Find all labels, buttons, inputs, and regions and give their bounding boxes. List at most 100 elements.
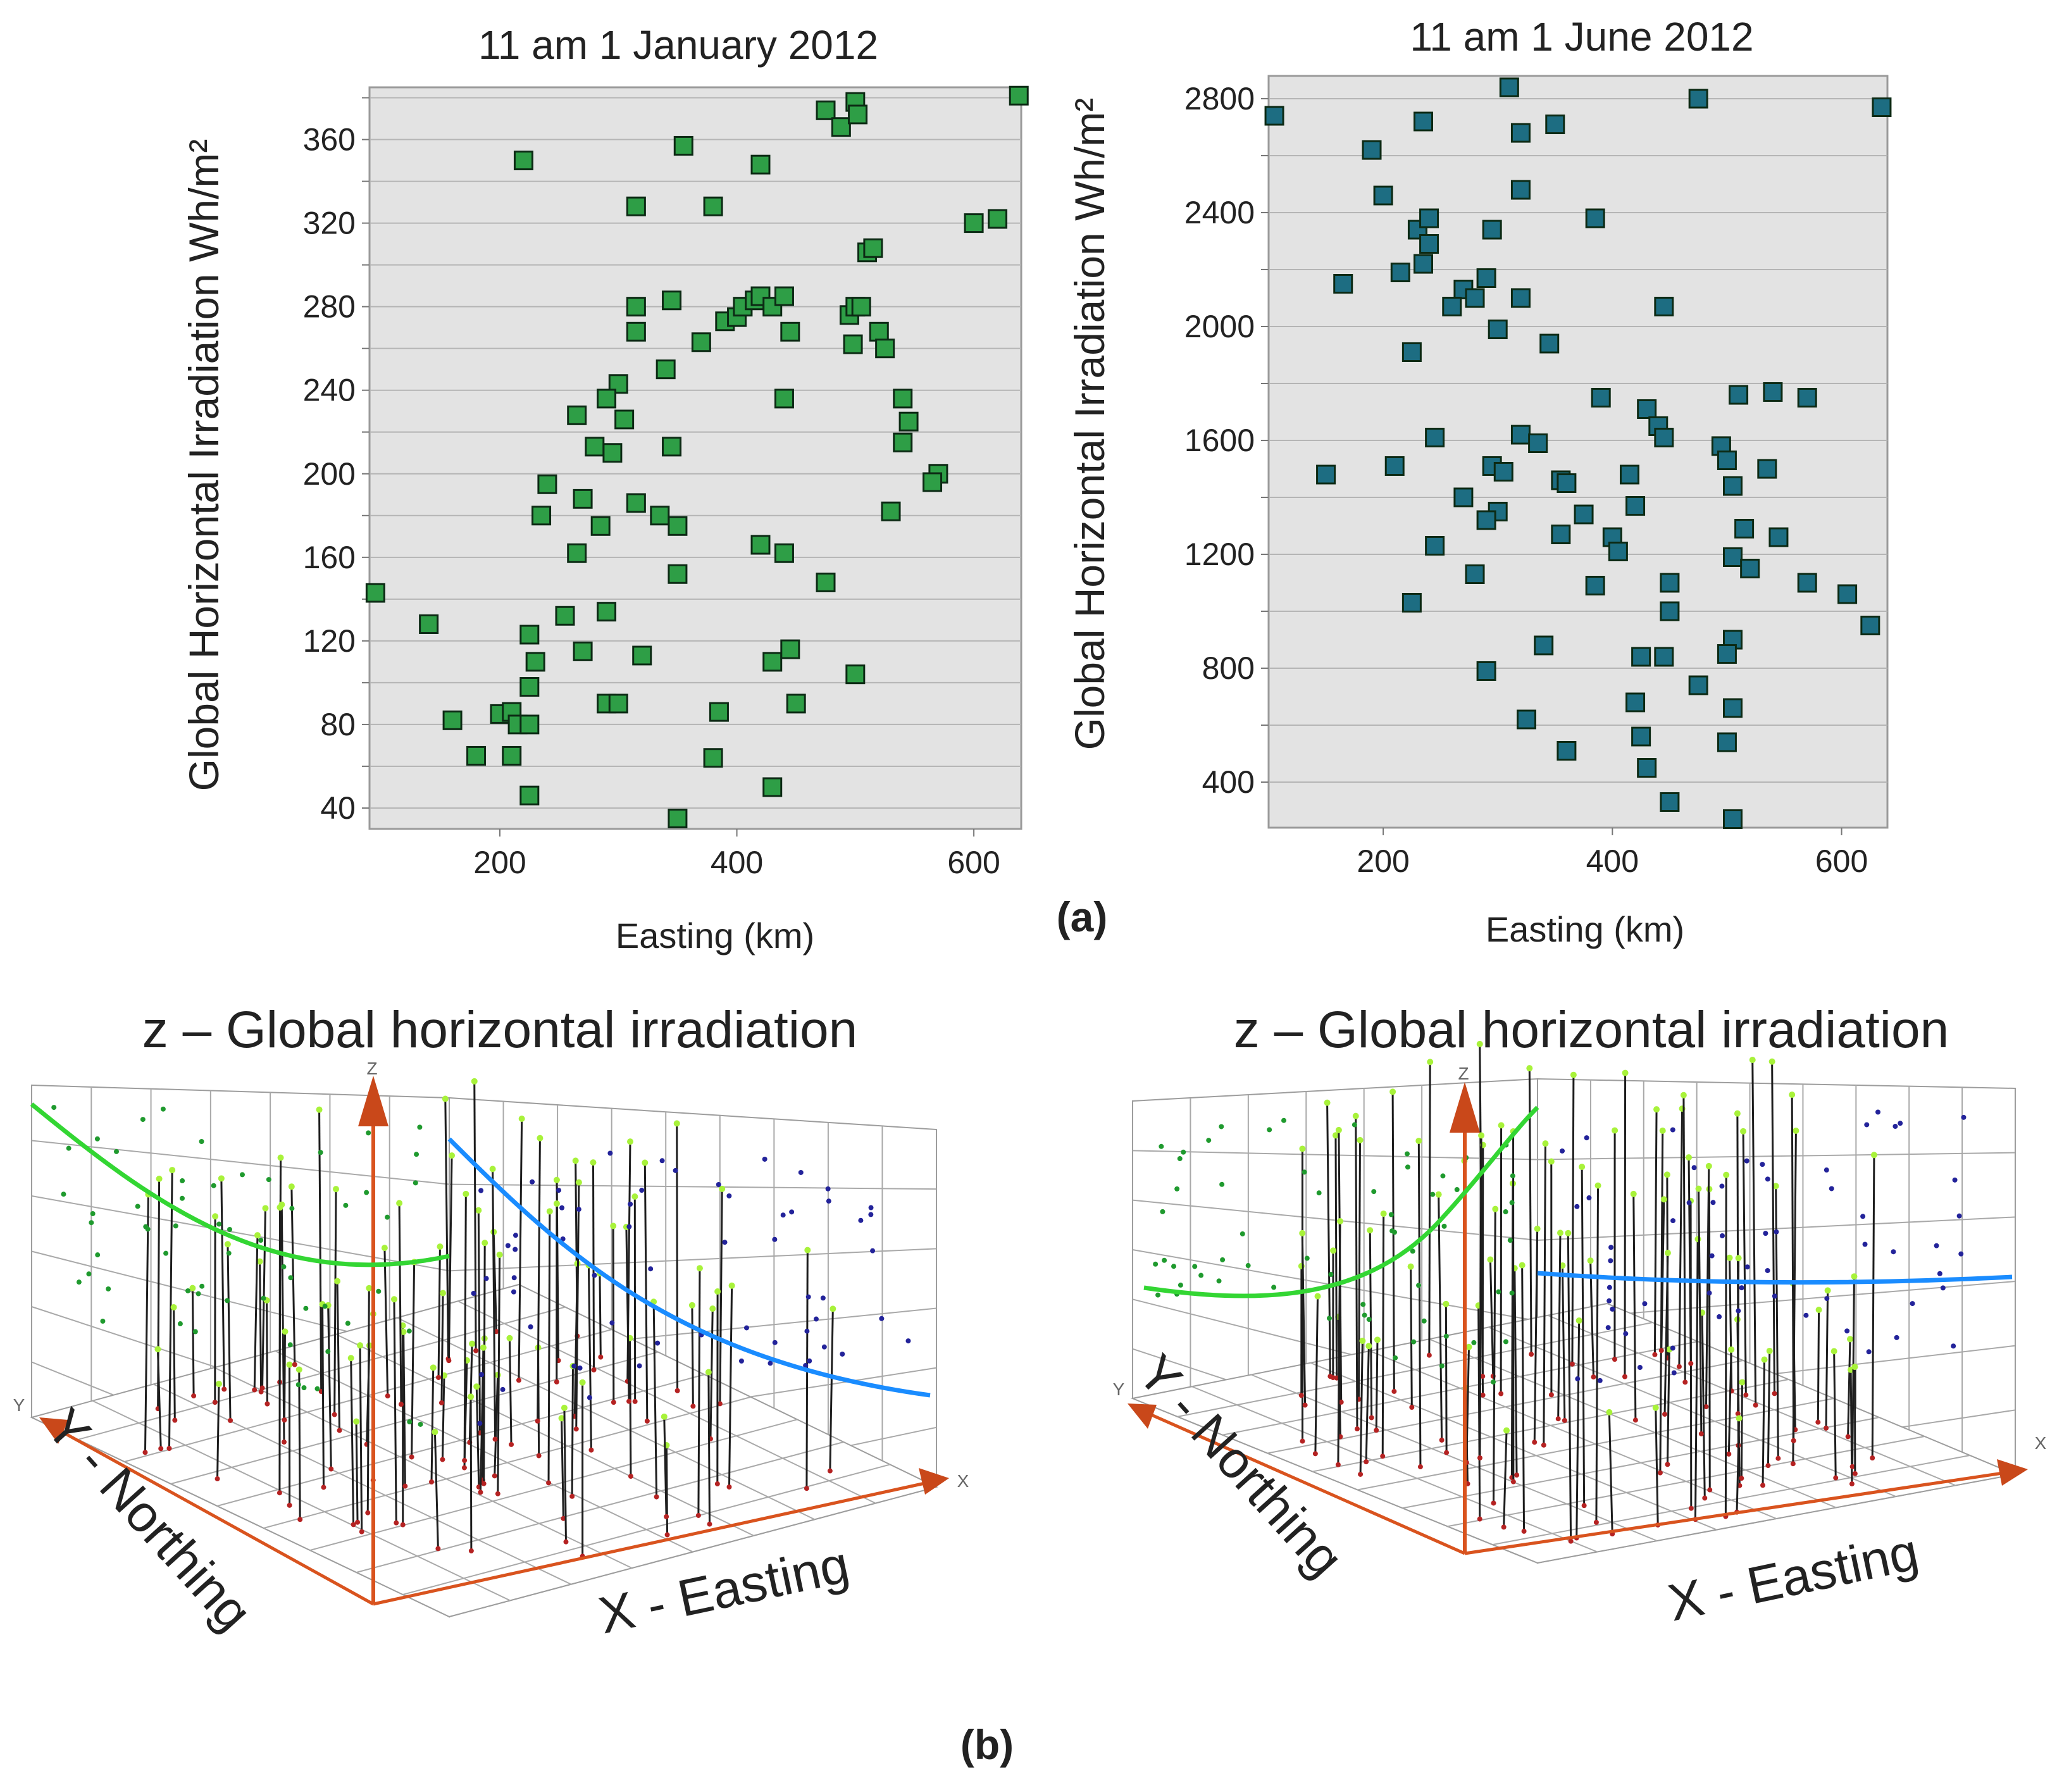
scatter-chart-june: 11 am 1 June 2012 Global Horizontal Irra… [1066,14,1892,949]
stem-january [433,1432,439,1549]
x-tick-label-june: 400 [1586,843,1639,879]
stem-base-january [264,1401,270,1407]
data-point-june [1425,536,1445,556]
stem-january [216,1384,220,1479]
stem-tip-june [1465,1343,1472,1350]
stem-tip-june [1359,1337,1366,1344]
stem-base-june [1569,1361,1575,1367]
stem-base-january [446,1358,452,1364]
data-point-june [1510,123,1531,143]
stem-january [663,1416,668,1517]
data-point-january [750,154,771,175]
projection-dot-green-june [1510,1173,1515,1179]
stem-tip-june [1630,1190,1637,1197]
stem-june [1521,1265,1526,1531]
stem-tip-june [1653,1106,1660,1113]
stem-base-january [827,1468,833,1474]
projection-dot-green-january [325,1348,331,1354]
y-tick-label-january: 360 [303,122,356,158]
stem-base-january [632,1398,638,1404]
stem-january [477,1210,481,1433]
projection-dot-blue-june [1763,1231,1768,1236]
stem-tip-january [316,1106,323,1113]
stem-base-january [259,1385,265,1391]
wall-gridline-january [31,1140,450,1185]
projection-dot-green-january [407,1419,413,1425]
projection-dot-green-june [1326,1316,1332,1321]
wall-gridline-january [335,1333,754,1536]
projection-dot-blue-january [639,1188,645,1193]
stem-june [1567,1233,1572,1541]
stem-january [676,1123,679,1391]
stem-tip-june [1352,1112,1359,1119]
panel-label-b: (b) [960,1721,1014,1768]
projection-dot-blue-january [571,1363,577,1369]
data-point-january [662,437,682,457]
data-point-june [1465,288,1485,308]
stem-january [829,1309,834,1471]
stem-base-june [1824,1425,1829,1431]
stem-base-january [717,1401,723,1407]
stem-tip-june [1695,1185,1702,1192]
projection-dot-blue-june [1719,1183,1725,1189]
stem-tip-january [469,1340,476,1347]
stem-june [1698,1188,1703,1434]
projection-dot-green-june [1267,1127,1272,1133]
stem-tip-june [1766,1347,1773,1354]
projection-dot-green-june [1439,1363,1445,1369]
projection-dot-green-june [1362,1312,1367,1318]
projection-dot-blue-june [1956,1213,1962,1219]
projection-dot-blue-january [905,1338,911,1344]
stem-january [411,1262,416,1457]
data-point-june [1510,180,1531,200]
y-tick-label-january: 320 [303,206,356,241]
data-point-january [898,411,919,432]
y-axis-arrow-june [1128,1403,1157,1429]
stem-base-june [1529,1352,1534,1357]
projection-dot-green-january [140,1117,146,1123]
stem-base-january [436,1374,442,1380]
projection-dot-green-june [1219,1124,1224,1129]
stem-june [1355,1116,1358,1429]
stem-tip-january [437,1243,444,1250]
data-point-january [703,196,723,216]
projection-dot-green-january [385,1214,390,1220]
markers-june [1264,77,1892,829]
stem-january [571,1366,574,1496]
stem-june [1751,1060,1757,1405]
stem-base-june [1330,1375,1336,1381]
stem-tip-june [1542,1140,1549,1147]
projection-dot-green-june [1421,1318,1427,1324]
projection-dot-blue-january [825,1186,831,1192]
stem-base-january [462,1458,468,1464]
projection-dot-blue-january [805,1294,811,1300]
stem-tip-june [1680,1092,1687,1098]
data-point-june [1631,647,1651,667]
blue-curve-june [1537,1271,2013,1285]
projection-dot-green-june [1496,1289,1501,1295]
stem-base-june [1815,1419,1821,1425]
stem-base-june [1665,1462,1670,1467]
data-point-june [1660,573,1680,593]
projection-dot-blue-june [1844,1328,1850,1334]
data-point-june [1723,547,1743,567]
projection-dot-green-june [1441,1223,1447,1229]
stem-tip-january [366,1285,373,1291]
stem-january [728,1285,733,1487]
stem-june [1589,1260,1594,1378]
stem-base-june [1369,1415,1374,1421]
wall-gridline-june [1537,1152,2016,1160]
stem-january [629,1338,632,1477]
stem-base-january [461,1465,467,1471]
stem-tip-january [333,1186,340,1193]
projection-dot-blue-june [1605,1325,1611,1331]
projection-dot-blue-january [637,1363,642,1369]
projection-dot-blue-january [726,1193,732,1198]
projection-dot-green-june [1471,1340,1477,1345]
data-point-june [1717,644,1737,664]
y-letter-june: Y [1113,1379,1125,1399]
projection-dot-green-january [114,1148,120,1154]
data-point-january [703,748,723,768]
projection-dot-green-june [1271,1285,1277,1290]
projection-dot-green-january [227,1227,233,1233]
